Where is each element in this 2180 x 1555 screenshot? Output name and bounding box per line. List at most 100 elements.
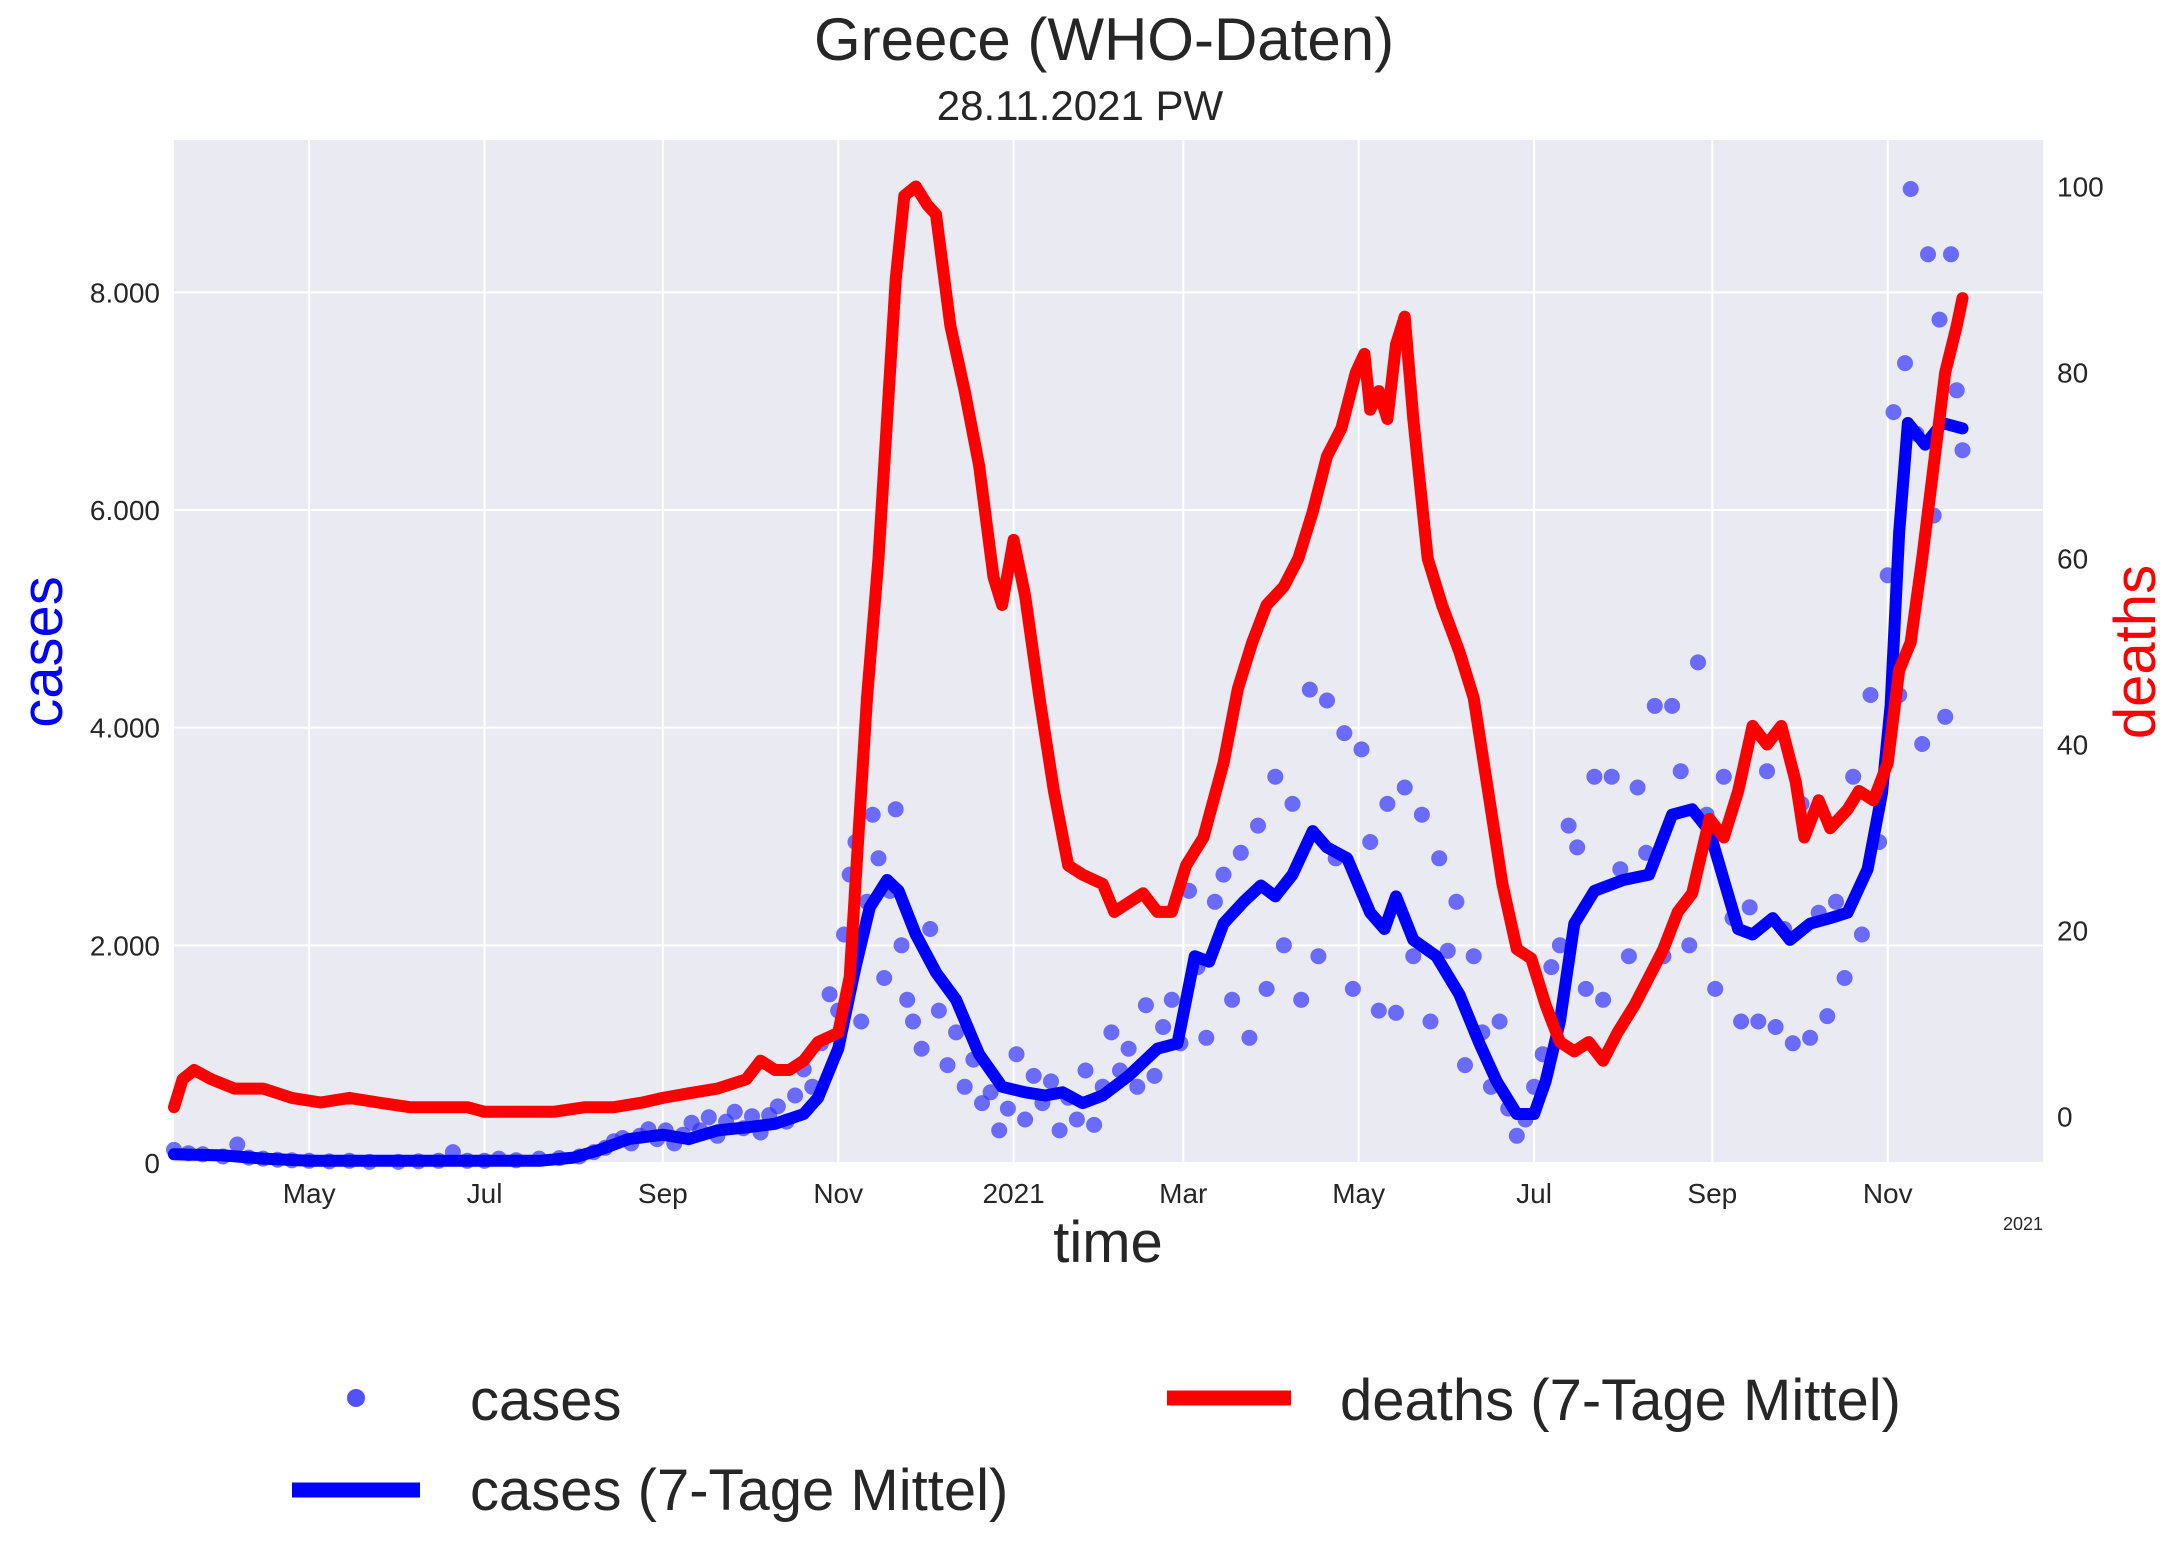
x-axis-ticks: May Jul Sep Nov 2021 Mar May Jul Sep Nov <box>283 1178 1913 1209</box>
cases-point <box>1362 834 1379 850</box>
y-right-tick-label: 20 <box>2057 916 2088 947</box>
cases-point <box>1224 991 1241 1008</box>
cases-point <box>1198 1029 1215 1046</box>
cases-point <box>999 1100 1016 1117</box>
x-tick-label: 2021 <box>982 1178 1044 1209</box>
cases-point <box>922 921 939 937</box>
cases-point <box>974 1095 990 1112</box>
x-tick-label: Mar <box>1159 1178 1207 1209</box>
cases-point <box>1681 937 1698 954</box>
cases-point <box>1370 1002 1387 1019</box>
legend-entry-cases-mean: cases (7-Tage Mittel) <box>292 1458 1008 1523</box>
chart-subtitle: 28.11.2021 PW <box>937 82 1224 129</box>
legend-label-deaths-mean: deaths (7-Tage Mittel) <box>1340 1368 1901 1433</box>
cases-point <box>1741 899 1758 916</box>
cases-point <box>1232 844 1249 861</box>
y-left-tick-label: 0 <box>144 1148 160 1179</box>
y-right-tick-label: 100 <box>2057 172 2104 203</box>
cases-point <box>1569 839 1586 856</box>
cases-point <box>1586 768 1603 785</box>
cases-point <box>956 1078 973 1095</box>
cases-point <box>870 850 887 867</box>
cases-point <box>1750 1013 1767 1030</box>
cases-point <box>1862 687 1879 703</box>
cases-point <box>1885 404 1902 421</box>
cases-point <box>1620 948 1637 965</box>
cases-point <box>991 1122 1008 1139</box>
x-tick-label: Jul <box>1516 1178 1552 1209</box>
plot-content <box>166 180 1971 1170</box>
cases-point <box>1595 991 1612 1008</box>
cases-point <box>1405 948 1422 965</box>
legend-entry-cases: cases <box>347 1368 622 1433</box>
cases-point <box>1629 779 1646 796</box>
cases-point <box>1250 817 1266 834</box>
cases-point <box>1396 779 1413 796</box>
cases-point <box>1120 1040 1137 1057</box>
cases-point <box>700 1109 717 1126</box>
cases-point <box>1068 1111 1085 1128</box>
cases-point <box>1664 697 1681 714</box>
cases-point <box>1017 1111 1034 1128</box>
cases-point <box>1103 1024 1120 1041</box>
cases-point <box>1155 1019 1172 1035</box>
cases-point <box>948 1024 965 1041</box>
cases-point <box>930 1002 947 1019</box>
x-axis-label: time <box>1053 1210 1163 1275</box>
cases-point <box>1146 1067 1163 1084</box>
y-axis-left-ticks: 0 2.000 4.000 6.000 8.000 <box>90 277 160 1179</box>
plot-area <box>174 140 2043 1163</box>
cases-point <box>1043 1073 1059 1090</box>
cases-point <box>864 806 881 823</box>
x-tick-label: Sep <box>1687 1178 1737 1209</box>
cases-point <box>1646 697 1663 714</box>
cases-point <box>1077 1062 1094 1079</box>
cases-point <box>1612 861 1629 878</box>
cases-point <box>1284 795 1301 812</box>
cases-point <box>1310 948 1327 965</box>
y-left-tick-label: 8.000 <box>90 277 160 308</box>
series-deaths-mean-line <box>168 180 1969 1118</box>
cases-point <box>1603 768 1620 785</box>
cases-point <box>905 1013 921 1030</box>
cases-point <box>1025 1067 1042 1084</box>
y-axis-right-label: deaths <box>2103 565 2168 739</box>
cases-point <box>1853 926 1870 943</box>
cases-point <box>1733 1013 1750 1030</box>
cases-point <box>1759 763 1775 780</box>
cases-point <box>1802 1029 1819 1046</box>
legend-label-cases-mean: cases (7-Tage Mittel) <box>470 1458 1008 1523</box>
x-tick-label: May <box>283 1178 336 1209</box>
series-cases-mean-line <box>168 417 1969 1167</box>
cases-point <box>1767 1019 1784 1035</box>
cases-point <box>1267 768 1284 785</box>
legend-marker-cases <box>347 1389 365 1407</box>
x-tick-label: Nov <box>1863 1178 1913 1209</box>
legend: cases deaths (7-Tage Mittel) cases (7-Ta… <box>292 1368 1901 1523</box>
cases-point <box>821 986 838 1003</box>
cases-point <box>1439 942 1456 959</box>
cases-point <box>1431 850 1448 867</box>
cases-point <box>1388 1004 1404 1021</box>
cases-point <box>1319 692 1335 709</box>
cases-point <box>1551 937 1568 954</box>
cases-point <box>1008 1046 1025 1063</box>
x-tick-label: Sep <box>638 1178 688 1209</box>
x-tick-label: Nov <box>813 1178 863 1209</box>
cases-point <box>913 1040 930 1057</box>
cases-point <box>1051 1122 1068 1139</box>
cases-point <box>1413 806 1430 823</box>
y-left-tick-label: 4.000 <box>90 713 160 744</box>
cases-point <box>1920 246 1936 263</box>
x-tick-label: May <box>1332 1178 1385 1209</box>
cases-point <box>1293 991 1310 1008</box>
cases-point <box>887 801 904 818</box>
cases-point <box>1491 1013 1508 1030</box>
cases-point <box>1828 893 1844 910</box>
cases-point <box>1836 970 1853 986</box>
cases-point <box>853 1013 870 1030</box>
cases-point <box>1508 1127 1525 1144</box>
cases-point <box>1465 948 1482 965</box>
cases-point <box>1379 795 1396 812</box>
